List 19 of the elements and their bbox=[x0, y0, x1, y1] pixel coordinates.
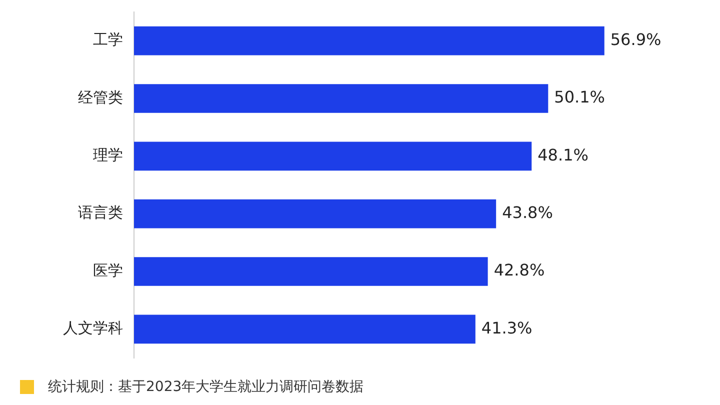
data-label: 50.1% bbox=[554, 88, 605, 107]
y-tick-label: 语言类 bbox=[78, 204, 123, 222]
text: 统计规则：基于2023年大学生就业力调研问卷数据 bbox=[48, 378, 364, 396]
bar bbox=[134, 84, 548, 113]
data-label: 43.8% bbox=[502, 202, 553, 222]
data-label: 48.1% bbox=[538, 145, 588, 164]
bar bbox=[134, 199, 496, 228]
data-label: 41.3% bbox=[481, 318, 532, 338]
y-tick-label: 理学 bbox=[93, 146, 123, 164]
y-tick-label: 医学 bbox=[93, 261, 123, 280]
y-tick-label: 经管类 bbox=[78, 88, 123, 106]
data-label: 56.9% bbox=[610, 30, 662, 49]
bar bbox=[134, 26, 604, 56]
y-tick-label: 人文学科 bbox=[63, 319, 123, 338]
bar bbox=[134, 314, 476, 344]
bar bbox=[134, 257, 488, 286]
y-tick-label: 工学 bbox=[93, 30, 123, 49]
bar bbox=[134, 142, 532, 171]
data-label: 42.8% bbox=[494, 260, 545, 280]
